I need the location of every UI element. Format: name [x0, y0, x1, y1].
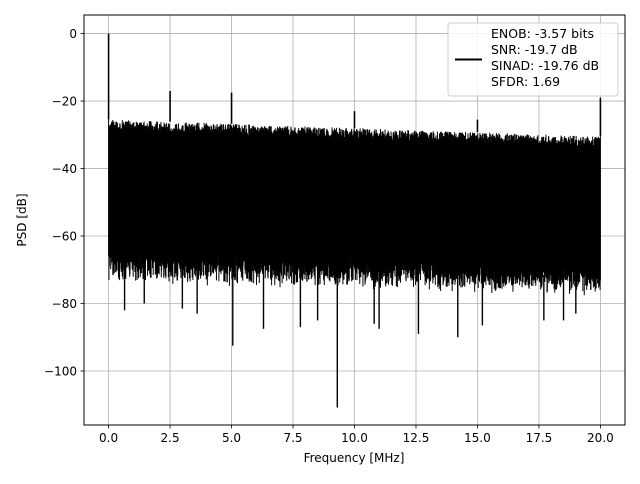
- x-axis-ticks: 0.0 2.5 5.0 7.5 10.0 12.5 15.0 17.5 20.0: [99, 425, 614, 445]
- x-tick-label: 15.0: [464, 431, 491, 445]
- psd-noise-band: [108, 119, 601, 296]
- x-tick-label: 10.0: [341, 431, 368, 445]
- psd-series: [107, 33, 602, 408]
- y-tick-label: −20: [52, 94, 77, 108]
- x-tick-label: 2.5: [161, 431, 180, 445]
- y-tick-label: −80: [52, 297, 77, 311]
- legend: ENOB: -3.57 bits SNR: -19.7 dB SINAD: -1…: [447, 22, 619, 97]
- x-tick-label: 20.0: [587, 431, 614, 445]
- x-tick-label: 7.5: [283, 431, 302, 445]
- x-tick-label: 0.0: [99, 431, 118, 445]
- x-tick-label: 5.0: [222, 431, 241, 445]
- legend-entry-sinad: SINAD: -19.76 dB: [491, 58, 599, 73]
- x-tick-label: 17.5: [526, 431, 553, 445]
- legend-entry-enob: ENOB: -3.57 bits: [491, 26, 594, 41]
- x-tick-label: 12.5: [403, 431, 430, 445]
- y-axis-ticks: 0 −20 −40 −60 −80 −100: [44, 27, 84, 378]
- legend-entry-sfdr: SFDR: 1.69: [491, 74, 560, 89]
- legend-entry-snr: SNR: -19.7 dB: [491, 42, 578, 57]
- y-tick-label: −40: [52, 162, 77, 176]
- y-tick-label: −60: [52, 229, 77, 243]
- y-tick-label: −100: [44, 364, 77, 378]
- legend-box: [447, 22, 619, 97]
- y-axis-label: PSD [dB]: [15, 193, 29, 246]
- y-tick-label: 0: [69, 27, 77, 41]
- x-axis-label: Frequency [MHz]: [304, 451, 405, 465]
